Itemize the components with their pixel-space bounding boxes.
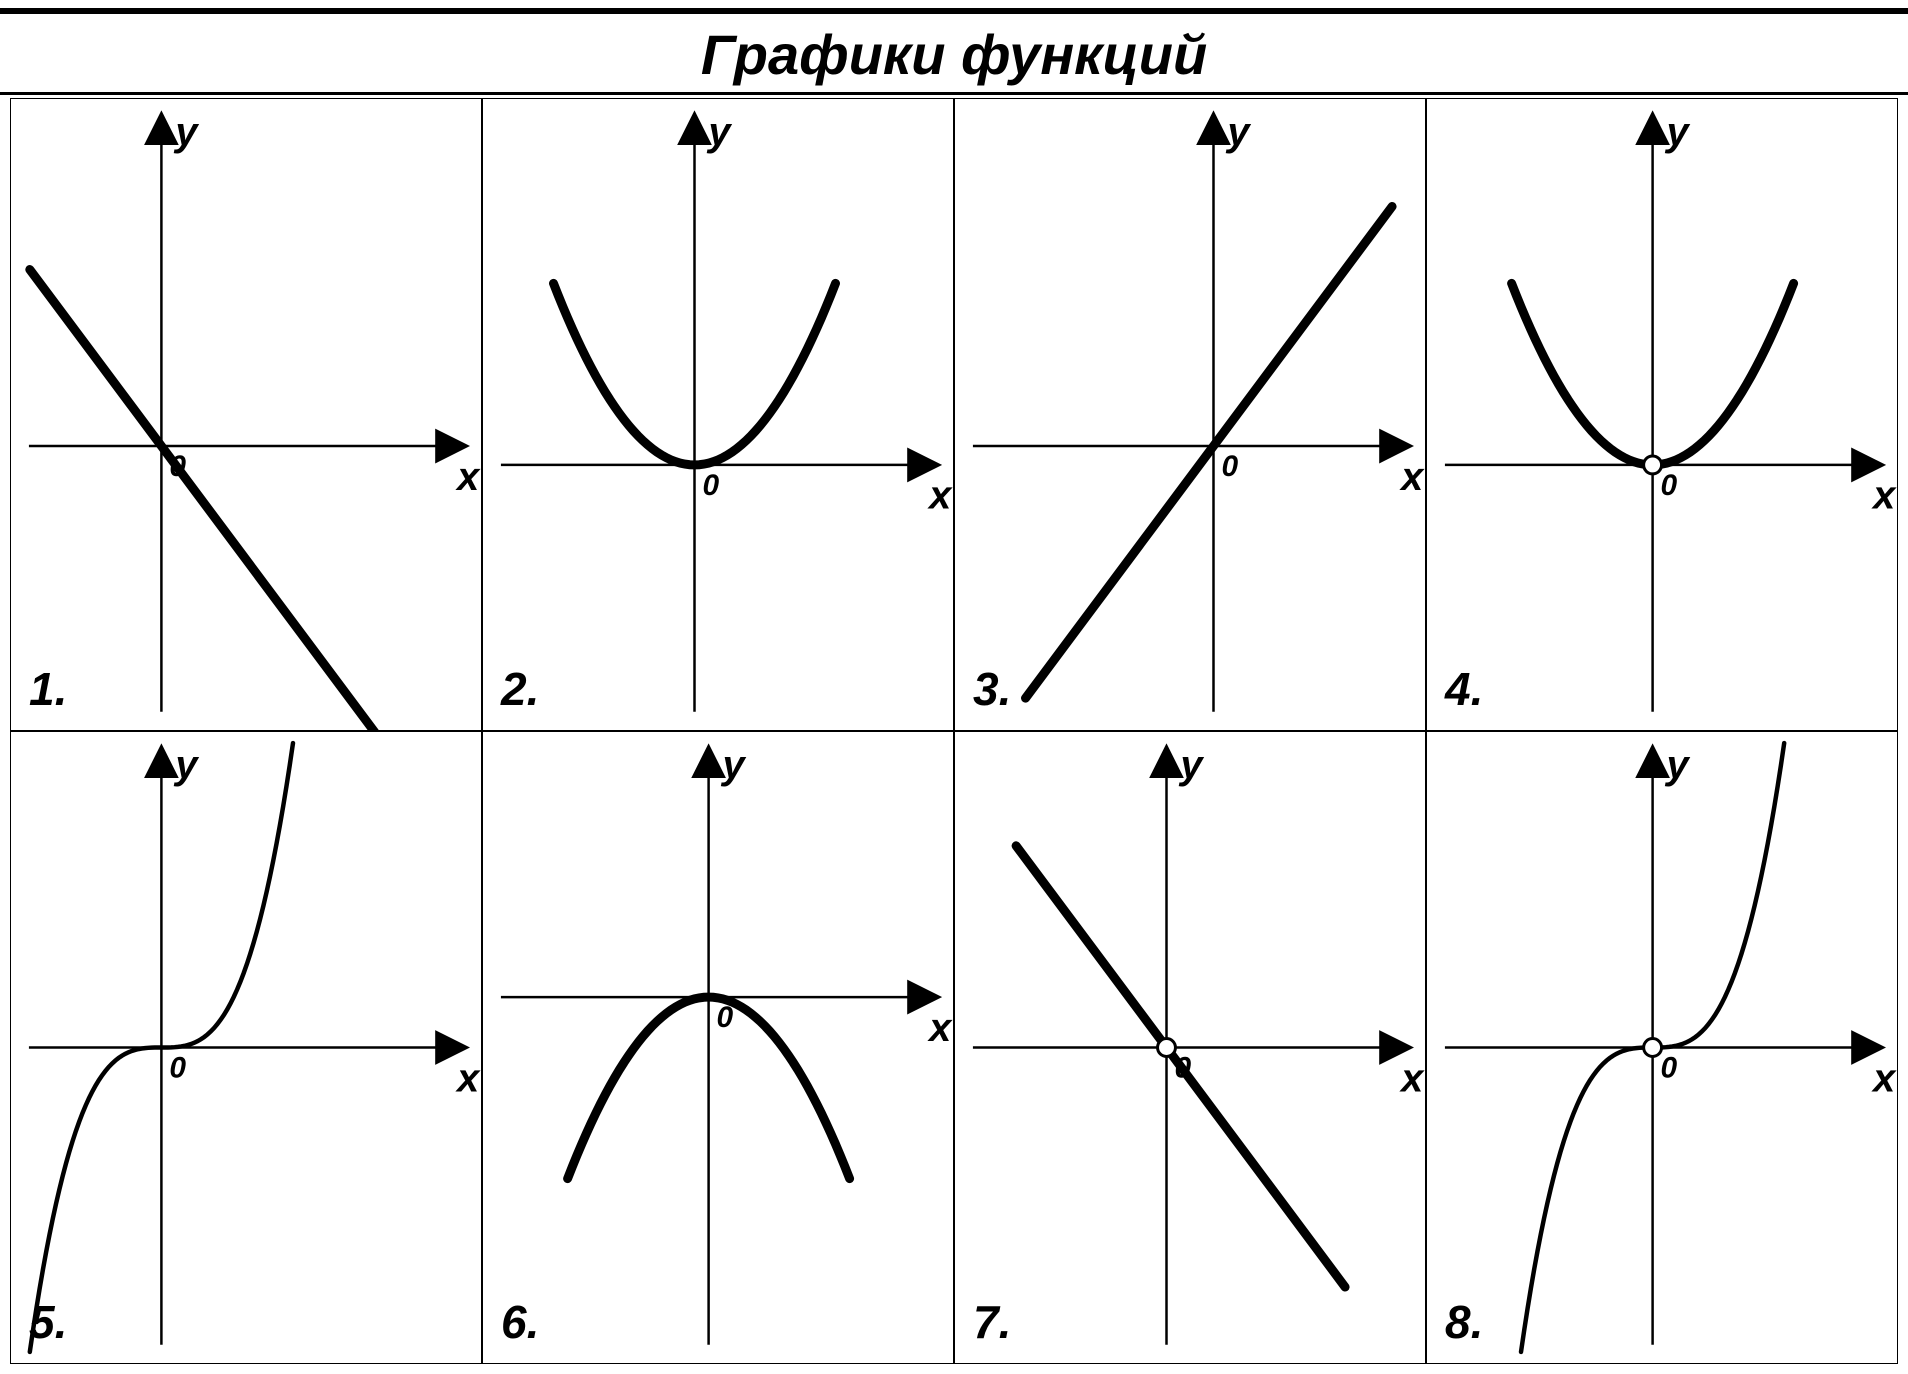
svg-text:y: y [1665, 110, 1691, 154]
svg-text:0: 0 [702, 469, 719, 502]
cell-number: 4. [1445, 662, 1483, 716]
svg-text:x: x [1399, 455, 1425, 499]
graph-svg: x y 0 [11, 99, 481, 730]
svg-text:x: x [927, 474, 953, 518]
svg-text:x: x [927, 1006, 953, 1050]
graph-cell-1: x y 0 1. [10, 98, 482, 731]
svg-text:y: y [721, 743, 747, 787]
svg-text:y: y [706, 110, 732, 154]
top-rule [0, 8, 1908, 14]
svg-text:y: y [1178, 743, 1204, 787]
svg-text:x: x [1399, 1056, 1425, 1100]
svg-text:x: x [1871, 474, 1897, 518]
title-underline [0, 92, 1908, 95]
graph-cell-7: x y 0 7. [954, 731, 1426, 1364]
chart-grid: x y 0 1. x y 0 2. x y 0 [10, 98, 1898, 1364]
graph-cell-5: x y 0 5. [10, 731, 482, 1364]
svg-text:x: x [455, 1056, 481, 1100]
graph-cell-2: x y 0 2. [482, 98, 954, 731]
svg-text:y: y [1225, 110, 1251, 154]
svg-text:y: y [173, 110, 199, 154]
page: Графики функций x y 0 1. x y 0 2. [0, 0, 1908, 1374]
page-title: Графики функций [0, 22, 1908, 87]
graph-cell-6: x y 0 6. [482, 731, 954, 1364]
svg-text:0: 0 [1221, 450, 1238, 483]
graph-svg: x y 0 [1427, 99, 1897, 730]
svg-text:x: x [1871, 1056, 1897, 1100]
cell-number: 5. [29, 1295, 67, 1349]
svg-text:x: x [455, 455, 481, 499]
svg-text:0: 0 [1661, 1051, 1678, 1084]
graph-svg: x y 0 [11, 732, 481, 1363]
svg-text:0: 0 [1661, 469, 1678, 502]
graph-cell-4: x y 0 4. [1426, 98, 1898, 731]
cell-number: 6. [501, 1295, 539, 1349]
graph-cell-3: x y 0 3. [954, 98, 1426, 731]
graph-cell-8: x y 0 8. [1426, 731, 1898, 1364]
cell-number: 8. [1445, 1295, 1483, 1349]
svg-text:0: 0 [169, 1051, 186, 1084]
svg-text:y: y [1665, 743, 1691, 787]
graph-svg: x y 0 [955, 732, 1425, 1363]
cell-number: 2. [501, 662, 539, 716]
graph-svg: x y 0 [955, 99, 1425, 730]
cell-number: 7. [973, 1295, 1011, 1349]
cell-number: 3. [973, 662, 1011, 716]
svg-text:y: y [173, 743, 199, 787]
cell-number: 1. [29, 662, 67, 716]
graph-svg: x y 0 [1427, 732, 1897, 1363]
graph-svg: x y 0 [483, 99, 953, 730]
graph-svg: x y 0 [483, 732, 953, 1363]
